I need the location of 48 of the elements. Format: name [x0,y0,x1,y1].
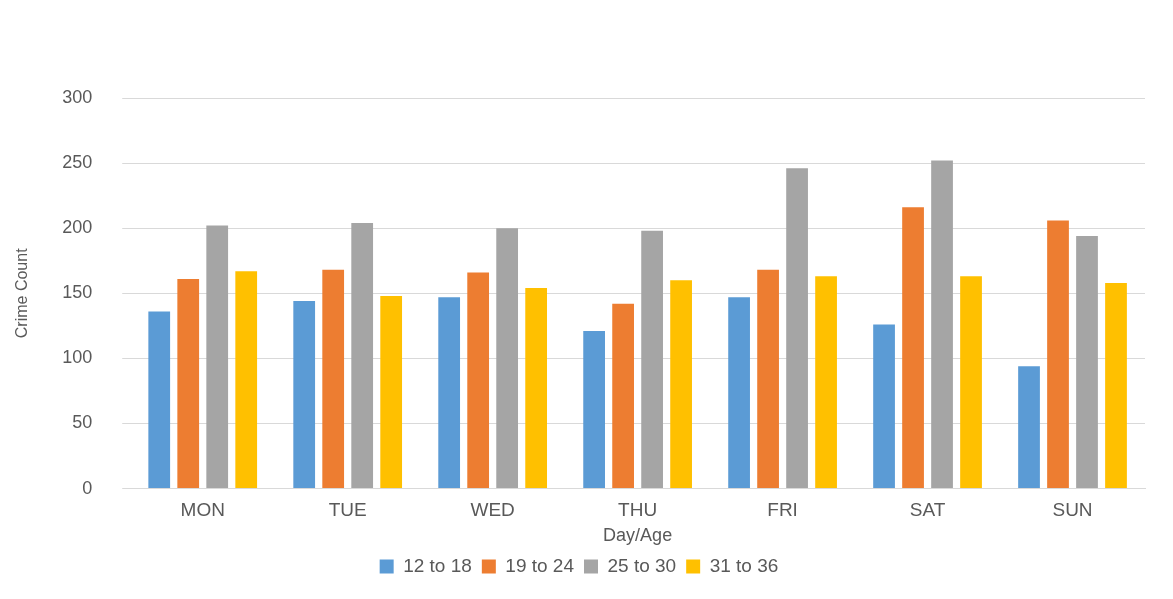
bar [815,276,837,489]
x-tick-label: SUN [1052,499,1093,521]
y-tick-label: 100 [62,347,93,368]
bar [641,230,663,489]
bar [873,324,895,489]
legend-label: 31 to 36 [709,554,779,576]
bar [1105,282,1127,489]
bar [902,207,924,489]
bar [438,297,461,489]
bar [612,303,634,489]
bar [525,288,548,489]
x-tick-label: WED [470,499,515,521]
bar [931,160,953,489]
bar [670,280,692,489]
bar [322,269,345,489]
y-axis-title: Crime Count [13,247,31,339]
bar [351,222,374,489]
y-tick-label: 200 [62,217,93,238]
bar [177,278,200,489]
bar [380,295,403,489]
bar [757,269,779,489]
bar [960,276,982,489]
x-tick-label: TUE [328,499,367,521]
legend-label: 12 to 18 [403,554,472,576]
x-tick-label: FRI [767,499,798,521]
y-tick-label: 0 [82,477,93,498]
bar [496,228,519,489]
bar [293,301,316,489]
bar [583,331,605,489]
bar [235,271,258,489]
legend-label: 25 to 30 [607,554,677,576]
bar [786,168,808,489]
y-tick-label: 50 [72,412,93,433]
bar [148,311,171,489]
y-tick-label: 300 [62,86,93,107]
legend-label: 19 to 24 [505,554,575,576]
x-tick-label: THU [618,499,658,521]
x-tick-label: SAT [909,499,946,521]
x-axis-title: Day/Age [603,525,673,546]
bar [728,297,750,489]
x-tick-label: MON [180,499,225,521]
y-tick-label: 250 [62,152,93,173]
bar [206,225,229,489]
y-tick-label: 150 [62,282,93,303]
bar [1076,236,1098,489]
bar [1047,220,1069,489]
bar [467,272,490,489]
bar [1018,366,1040,489]
